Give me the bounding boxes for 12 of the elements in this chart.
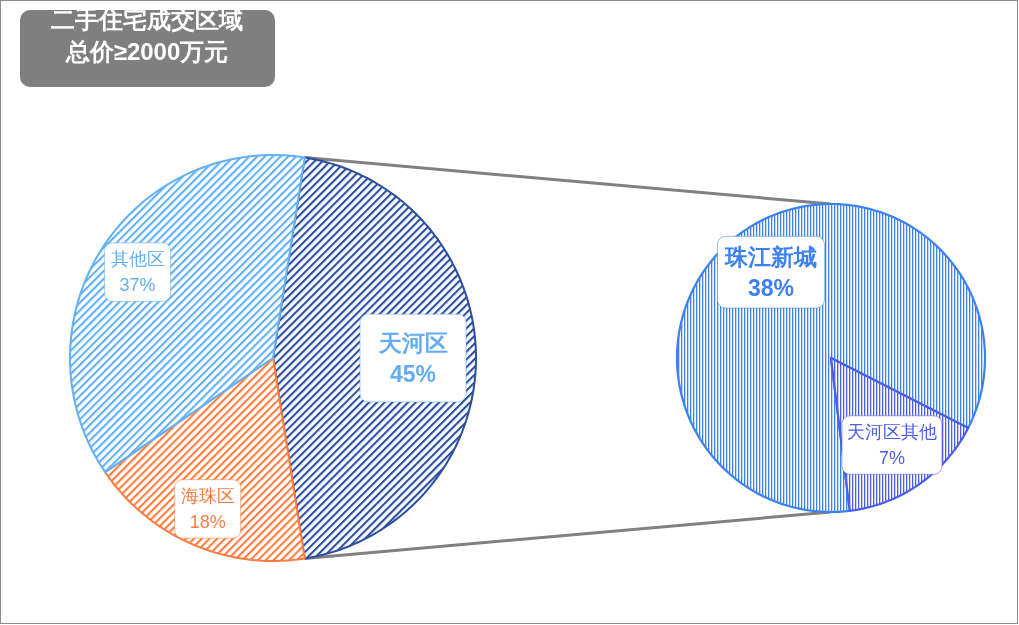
pie-slice xyxy=(69,154,306,474)
data-label: 38% xyxy=(747,274,794,301)
slice-label: 天河区其他 xyxy=(846,422,937,443)
slice-label: 海珠区 xyxy=(180,485,235,506)
chart-subtitle: 总价≥2000万元 xyxy=(64,38,229,65)
data-label: 7% xyxy=(878,448,905,469)
data-label: 45% xyxy=(390,360,437,387)
slice-label: 其他区 xyxy=(110,249,165,270)
slice-label: 珠江新城 xyxy=(723,243,817,270)
data-label: 37% xyxy=(119,275,156,296)
data-label: 18% xyxy=(189,511,226,532)
slice-label: 天河区 xyxy=(377,329,448,356)
